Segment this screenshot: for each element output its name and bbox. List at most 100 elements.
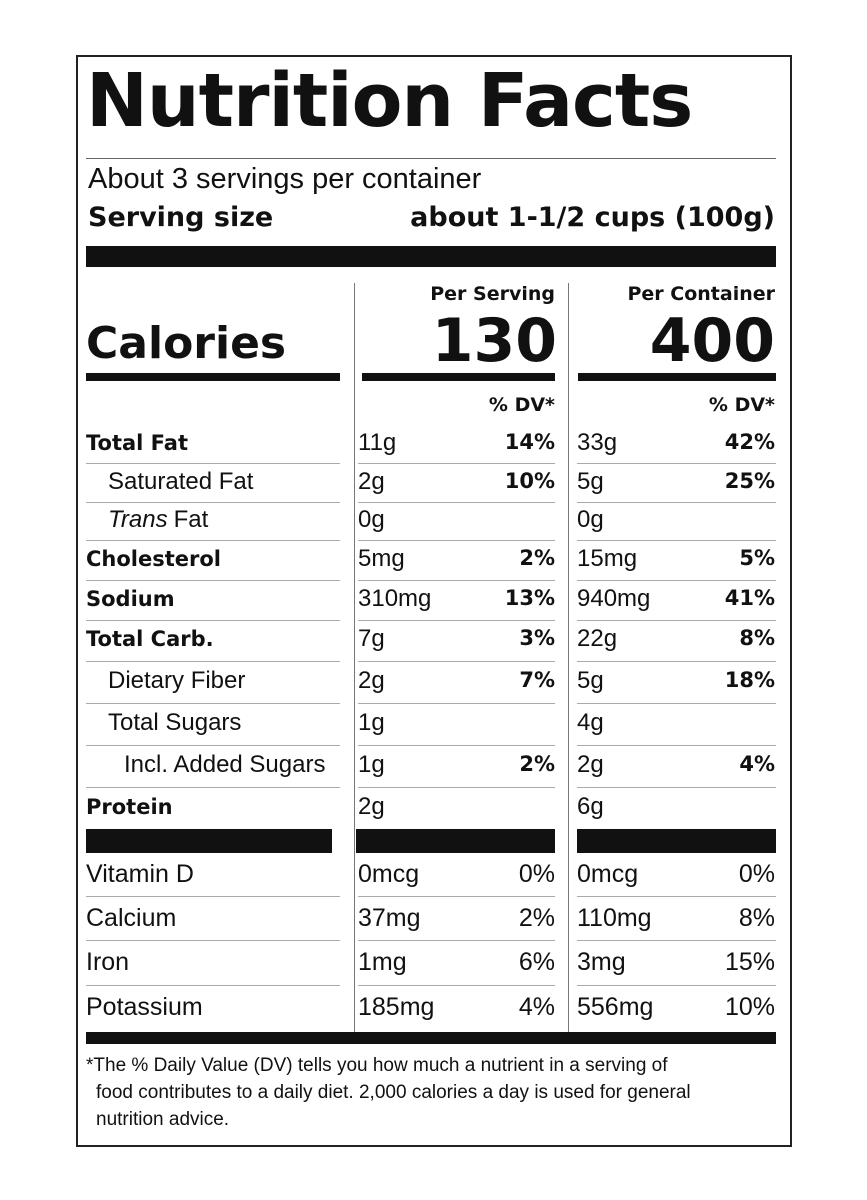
label-border <box>76 55 792 1147</box>
footnote-line: *The % Daily Value (DV) tells you how mu… <box>86 1055 668 1076</box>
amount: 2g <box>358 468 385 495</box>
nutrient-name-text: Incl. Added Sugars <box>124 751 326 778</box>
amount: 6g <box>577 793 604 820</box>
amount: 310mg <box>358 585 432 612</box>
row-rule <box>358 580 555 581</box>
thick-rule <box>86 829 332 853</box>
percent-dv: 2% <box>519 752 555 776</box>
nutrient-name-text: Total Fat <box>86 431 189 455</box>
dv-header: % DV* <box>708 394 775 416</box>
amount: 22g <box>577 625 618 652</box>
row-rule <box>86 745 340 746</box>
row-rule <box>86 463 340 464</box>
row-rule <box>577 580 776 581</box>
amount: 556mg <box>577 993 654 1021</box>
amount: 1g <box>358 709 385 736</box>
row-rule <box>358 463 555 464</box>
amount: 940mg <box>577 585 651 612</box>
nutrient-name-text: Sodium <box>86 587 175 611</box>
nutrient-name-text: Saturated Fat <box>108 468 254 495</box>
row-rule <box>577 661 776 662</box>
row-rule <box>577 703 776 704</box>
percent-dv: 7% <box>519 668 555 692</box>
row-rule <box>86 502 340 503</box>
amount: 0mcg <box>577 860 639 888</box>
title: Nutrition Facts <box>86 58 693 144</box>
percent-dv: 10% <box>724 993 775 1021</box>
percent-dv: 8% <box>739 626 775 650</box>
amount: 5g <box>577 468 604 495</box>
amount: 2g <box>358 667 385 694</box>
column-divider <box>568 283 569 1033</box>
rule <box>86 158 776 159</box>
percent-dv: 4% <box>518 993 555 1021</box>
percent-dv: 41% <box>724 586 775 610</box>
percent-dv: 6% <box>518 948 555 976</box>
amount: 4g <box>577 709 604 736</box>
row-rule <box>86 787 340 788</box>
percent-dv: 2% <box>519 546 555 570</box>
percent-dv: 4% <box>739 752 775 776</box>
column-header: Per Serving <box>430 283 555 305</box>
row-rule <box>358 661 555 662</box>
column-divider <box>354 283 355 1033</box>
thick-rule <box>86 1032 776 1044</box>
row-rule <box>577 940 776 941</box>
nutrient-name: Total Carb. <box>86 627 214 651</box>
nutrient-name-text: Protein <box>86 795 173 819</box>
row-rule <box>358 940 555 941</box>
amount: 7g <box>358 625 385 652</box>
percent-dv: 42% <box>724 430 775 454</box>
percent-dv: 8% <box>738 904 775 932</box>
column-header: Per Container <box>627 283 775 305</box>
row-rule <box>86 985 340 986</box>
row-rule <box>577 540 776 541</box>
amount: 3mg <box>577 948 626 976</box>
nutrient-name-text: Fat <box>173 506 209 533</box>
percent-dv: 3% <box>519 626 555 650</box>
row-rule <box>577 620 776 621</box>
nutrient-name: Saturated Fat <box>108 468 253 496</box>
nutrient-name: Dietary Fiber <box>108 667 245 695</box>
percent-dv: 18% <box>724 668 775 692</box>
amount: 5mg <box>358 545 405 572</box>
amount: 0g <box>358 506 385 533</box>
amount: 37mg <box>358 904 421 932</box>
row-rule <box>358 540 555 541</box>
calories-serving: 130 <box>431 306 557 376</box>
nutrient-name: Sodium <box>86 587 175 611</box>
calories-container: 400 <box>649 306 775 376</box>
percent-dv: 0% <box>518 860 555 888</box>
row-rule <box>358 985 555 986</box>
thick-rule <box>577 829 776 853</box>
row-rule <box>86 703 340 704</box>
serving-size-value: about 1-1/2 cups (100g) <box>410 202 775 233</box>
row-rule <box>86 580 340 581</box>
row-rule <box>358 502 555 503</box>
footnote-line: food contributes to a daily diet. 2,000 … <box>96 1082 691 1103</box>
row-rule <box>358 787 555 788</box>
thick-rule <box>356 829 555 853</box>
vitamin-name: Potassium <box>86 993 203 1021</box>
row-rule <box>577 463 776 464</box>
nutrient-name: Total Fat <box>86 431 188 455</box>
thick-rule <box>362 373 555 381</box>
row-rule <box>86 896 340 897</box>
amount: 0g <box>577 506 604 533</box>
percent-dv: 15% <box>724 948 775 976</box>
nutrient-name-text: Cholesterol <box>86 547 221 571</box>
thick-rule <box>86 246 776 267</box>
nutrient-name: Total Sugars <box>108 709 241 737</box>
nutrient-name-text: Total Sugars <box>108 709 242 736</box>
row-rule <box>577 745 776 746</box>
nutrient-name: Trans Fat <box>108 506 208 534</box>
amount: 2g <box>358 793 385 820</box>
servings: About 3 servings per container <box>88 163 482 195</box>
vitamin-name: Vitamin D <box>86 860 194 888</box>
row-rule <box>577 896 776 897</box>
vitamin-name: Calcium <box>86 904 177 932</box>
percent-dv: 13% <box>504 586 555 610</box>
nutrient-name: Cholesterol <box>86 547 221 571</box>
row-rule <box>358 745 555 746</box>
